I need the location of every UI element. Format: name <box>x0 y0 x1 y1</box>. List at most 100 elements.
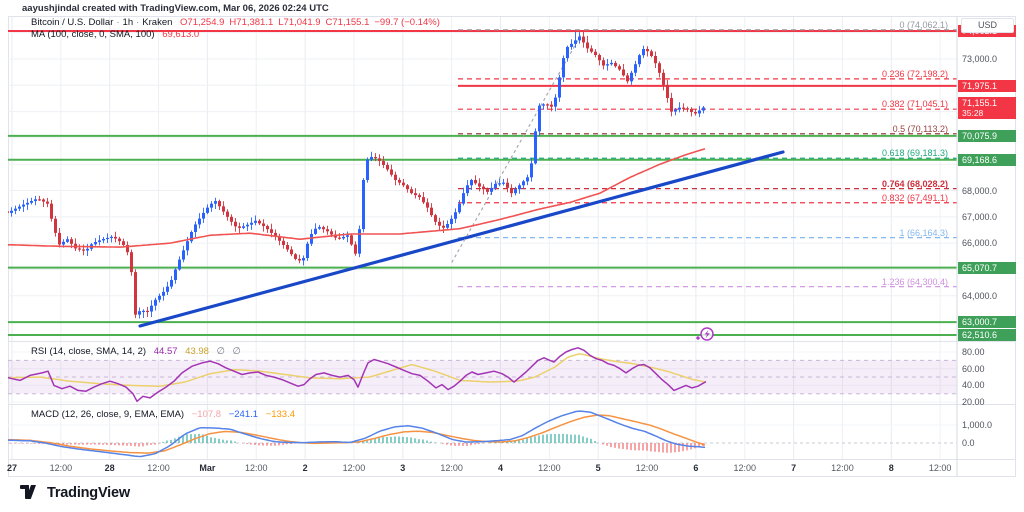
candlestick[interactable] <box>686 108 689 110</box>
candlestick[interactable] <box>490 187 493 192</box>
candlestick[interactable] <box>386 164 389 170</box>
candlestick[interactable] <box>586 42 589 49</box>
time-axis-label[interactable]: 12:00 <box>635 463 659 473</box>
time-axis-label[interactable]: 28 <box>104 463 115 473</box>
candlestick[interactable] <box>98 240 101 242</box>
candlestick[interactable] <box>678 107 681 110</box>
candlestick[interactable] <box>670 98 673 112</box>
dotted-guide-line[interactable] <box>451 32 583 263</box>
time-axis-label[interactable]: 12:00 <box>928 463 952 473</box>
candlestick[interactable] <box>638 55 641 65</box>
candlestick[interactable] <box>362 180 365 230</box>
candlestick[interactable] <box>534 131 537 164</box>
candlestick[interactable] <box>390 169 393 175</box>
time-axis-label[interactable]: 12:00 <box>733 463 757 473</box>
candlestick[interactable] <box>206 207 209 213</box>
candlestick[interactable] <box>154 299 157 306</box>
candlestick[interactable] <box>46 201 49 204</box>
price-line-badge[interactable]: 70,075.9 <box>958 129 1016 142</box>
candlestick[interactable] <box>86 248 89 251</box>
candlestick[interactable] <box>662 72 665 85</box>
candlestick[interactable] <box>562 58 565 78</box>
rising-support-trendline[interactable] <box>138 150 785 328</box>
candlestick[interactable] <box>466 185 469 194</box>
candlestick[interactable] <box>122 241 125 245</box>
candlestick[interactable] <box>698 110 701 114</box>
candlestick[interactable] <box>502 182 505 184</box>
candlestick[interactable] <box>338 237 341 239</box>
candlestick[interactable] <box>558 77 561 98</box>
interval-label[interactable]: 1h <box>122 17 134 28</box>
candlestick[interactable] <box>314 228 317 234</box>
candlestick[interactable] <box>226 211 229 217</box>
candlestick[interactable] <box>326 229 329 232</box>
candlestick[interactable] <box>294 254 297 259</box>
candlestick[interactable] <box>210 203 213 208</box>
candlestick[interactable] <box>238 226 241 228</box>
candlestick[interactable] <box>590 48 593 52</box>
candlestick[interactable] <box>222 206 225 212</box>
candlestick[interactable] <box>518 185 521 190</box>
price-line-badge[interactable]: 71,975.1 <box>958 79 1016 92</box>
candlestick[interactable] <box>482 186 485 190</box>
candlestick[interactable] <box>230 216 233 222</box>
candlestick[interactable] <box>690 108 693 112</box>
candlestick[interactable] <box>458 203 461 213</box>
candlestick[interactable] <box>318 227 321 229</box>
symbol-legend[interactable]: Bitcoin / U.S. Dollar · 1h · Kraken O71,254.… <box>31 17 440 28</box>
tradingview-logo[interactable]: TradingView <box>20 485 130 501</box>
time-axis-label[interactable]: 2 <box>302 463 308 473</box>
candlestick[interactable] <box>130 252 133 273</box>
candlestick[interactable] <box>398 180 401 183</box>
macd-line[interactable] <box>0 410 706 458</box>
candlestick[interactable] <box>622 69 625 76</box>
ma100-line[interactable] <box>0 147 706 248</box>
candlestick[interactable] <box>550 104 553 107</box>
candlestick[interactable] <box>342 236 345 239</box>
candlestick[interactable] <box>34 199 37 202</box>
rsi-line[interactable] <box>0 347 707 403</box>
candlestick[interactable] <box>538 105 541 132</box>
candlestick[interactable] <box>126 244 129 253</box>
candlestick[interactable] <box>426 202 429 208</box>
candlestick[interactable] <box>614 62 617 67</box>
candlestick[interactable] <box>158 295 161 300</box>
candlestick[interactable] <box>414 193 417 196</box>
time-axis-label[interactable]: 7 <box>791 463 797 473</box>
candlestick[interactable] <box>542 104 545 106</box>
candlestick[interactable] <box>186 241 189 251</box>
candlestick[interactable] <box>258 220 261 224</box>
candlestick[interactable] <box>650 51 653 56</box>
time-axis-label[interactable]: 12:00 <box>831 463 854 473</box>
macd-legend[interactable]: MACD (12, 26, close, 9, EMA, EMA) −107.8… <box>31 409 295 420</box>
ma-legend[interactable]: MA (100, close, 0, SMA, 100) 69,613.0 <box>31 29 199 40</box>
candlestick[interactable] <box>378 158 381 161</box>
candlestick[interactable] <box>574 40 577 44</box>
candlestick[interactable] <box>150 305 153 312</box>
candlestick[interactable] <box>302 258 305 261</box>
candlestick[interactable] <box>666 84 669 99</box>
candlestick[interactable] <box>286 245 289 250</box>
candlestick[interactable] <box>58 232 61 245</box>
candlestick[interactable] <box>406 185 409 190</box>
candlestick[interactable] <box>162 291 165 296</box>
candlestick[interactable] <box>70 239 73 244</box>
candlestick[interactable] <box>2 210 5 212</box>
candlestick[interactable] <box>234 221 237 227</box>
candlestick[interactable] <box>578 36 581 41</box>
candlestick[interactable] <box>450 218 453 224</box>
candlestick[interactable] <box>694 111 697 114</box>
candlestick[interactable] <box>282 240 285 246</box>
candlestick[interactable] <box>66 239 69 242</box>
candlestick[interactable] <box>178 259 181 270</box>
candlestick[interactable] <box>306 243 309 259</box>
macd-signal-line[interactable] <box>0 414 706 454</box>
candlestick[interactable] <box>602 60 605 66</box>
candlestick[interactable] <box>422 197 425 203</box>
candlestick[interactable] <box>454 212 457 219</box>
candlestick[interactable] <box>654 55 657 64</box>
candlestick[interactable] <box>62 241 65 245</box>
candlestick[interactable] <box>462 193 465 204</box>
candlestick[interactable] <box>22 204 25 207</box>
